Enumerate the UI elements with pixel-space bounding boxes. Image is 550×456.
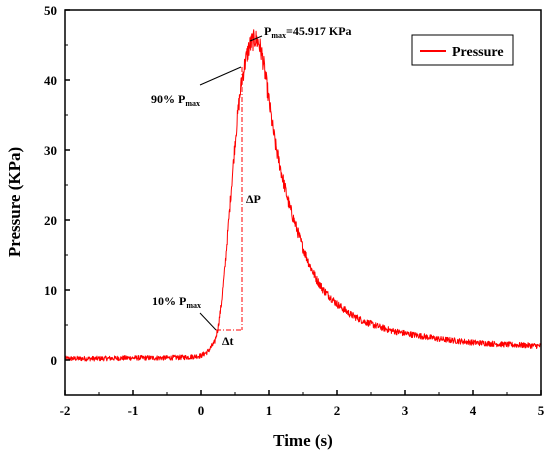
y-tick-label: 30 — [44, 143, 57, 158]
y-tick-label: 50 — [44, 3, 57, 18]
x-tick-label: 4 — [470, 403, 477, 418]
delta-markers — [216, 67, 243, 331]
pmax-leader — [249, 35, 263, 42]
y-tick-label: 0 — [51, 353, 58, 368]
p90-annotation: 90% Pmax — [151, 92, 200, 108]
p10-leader — [199, 312, 217, 331]
p90-leader — [199, 66, 242, 86]
legend-label-pressure: Pressure — [452, 45, 504, 60]
x-axis-title: Time (s) — [273, 431, 333, 450]
pmax-annotation: Pmax=45.917 KPa — [264, 24, 352, 40]
delta-t-label: Δt — [222, 334, 234, 348]
legend: Pressure — [411, 34, 514, 66]
x-tick-label: 0 — [198, 403, 205, 418]
y-axis-title: Pressure (KPa) — [5, 147, 24, 257]
y-tick-label: 10 — [44, 283, 57, 298]
x-tick-label: -2 — [60, 403, 71, 418]
series-layer — [64, 29, 542, 362]
y-tick-label: 20 — [44, 213, 57, 228]
x-axis: -2 -1 0 1 2 3 4 5 — [60, 390, 545, 418]
delta-p-label: ΔP — [246, 192, 261, 206]
x-tick-label: 5 — [538, 403, 545, 418]
p10-annotation: 10% Pmax — [152, 294, 201, 310]
series-line-pressure — [64, 29, 542, 362]
x-tick-label: 3 — [402, 403, 409, 418]
y-tick-label: 40 — [44, 73, 57, 88]
x-tick-label: 1 — [266, 403, 273, 418]
y-axis: 0 10 20 30 40 50 — [44, 3, 70, 368]
x-tick-label: -1 — [128, 403, 139, 418]
plot-frame — [64, 9, 542, 396]
x-tick-label: 2 — [334, 403, 341, 418]
